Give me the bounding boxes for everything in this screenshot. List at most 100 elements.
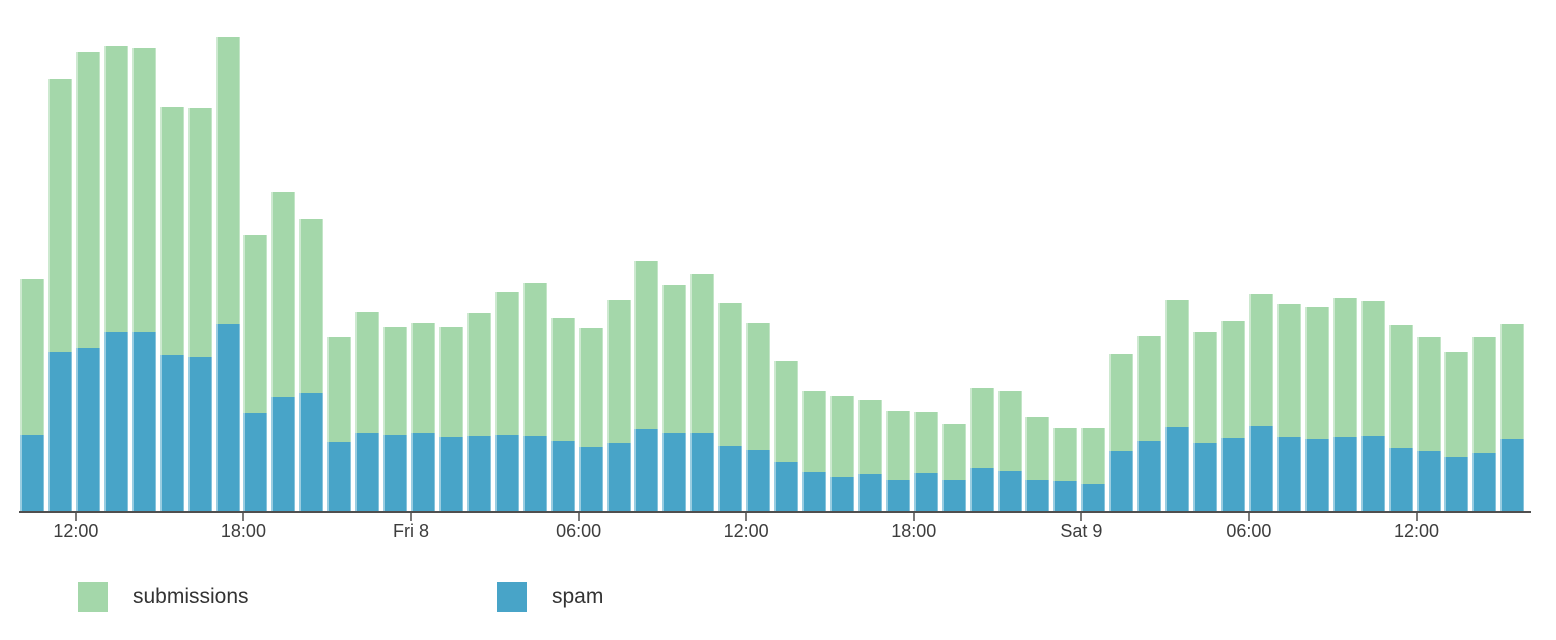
bar-hour-28[interactable] — [802, 391, 827, 511]
bar-segment-spam[interactable] — [1388, 448, 1413, 511]
bar-segment-submissions[interactable] — [690, 274, 715, 433]
bar-hour-36[interactable] — [1025, 417, 1050, 511]
bar-segment-submissions[interactable] — [1081, 428, 1106, 484]
bar-hour-19[interactable] — [550, 318, 575, 511]
bar-segment-spam[interactable] — [1416, 451, 1441, 511]
bar-segment-spam[interactable] — [327, 442, 352, 511]
bar-hour-44[interactable] — [1248, 294, 1273, 511]
bar-hour-17[interactable] — [494, 292, 519, 511]
bar-hour-27[interactable] — [774, 361, 799, 511]
bar-segment-spam[interactable] — [271, 397, 296, 511]
bar-hour-45[interactable] — [1276, 304, 1301, 511]
bar-segment-submissions[interactable] — [1109, 354, 1134, 451]
bar-segment-spam[interactable] — [383, 435, 408, 511]
bar-segment-spam[interactable] — [103, 332, 128, 511]
bar-segment-spam[interactable] — [438, 437, 463, 511]
bar-segment-spam[interactable] — [131, 332, 156, 511]
bar-hour-10[interactable] — [299, 219, 324, 511]
bar-segment-submissions[interactable] — [718, 303, 743, 446]
bar-hour-52[interactable] — [1472, 337, 1497, 511]
bar-hour-1[interactable] — [47, 79, 72, 511]
bar-segment-submissions[interactable] — [466, 313, 491, 436]
bar-hour-12[interactable] — [355, 312, 380, 511]
bar-segment-spam[interactable] — [522, 436, 547, 511]
bar-segment-submissions[interactable] — [1165, 300, 1190, 427]
bar-segment-submissions[interactable] — [383, 327, 408, 435]
bar-segment-submissions[interactable] — [271, 192, 296, 397]
bar-segment-spam[interactable] — [634, 429, 659, 511]
bar-segment-submissions[interactable] — [159, 107, 184, 355]
bar-hour-14[interactable] — [411, 323, 436, 511]
bar-hour-50[interactable] — [1416, 337, 1441, 511]
bar-hour-3[interactable] — [103, 46, 128, 511]
bar-hour-37[interactable] — [1053, 428, 1078, 511]
bar-segment-spam[interactable] — [243, 413, 268, 511]
bar-hour-20[interactable] — [578, 328, 603, 511]
bar-segment-submissions[interactable] — [1360, 301, 1385, 436]
bar-hour-22[interactable] — [634, 261, 659, 511]
bar-segment-spam[interactable] — [1109, 451, 1134, 511]
bar-hour-32[interactable] — [913, 412, 938, 511]
bar-hour-24[interactable] — [690, 274, 715, 511]
bar-segment-spam[interactable] — [774, 462, 799, 511]
bar-hour-47[interactable] — [1332, 298, 1357, 511]
bar-segment-spam[interactable] — [1053, 481, 1078, 511]
bar-hour-18[interactable] — [522, 283, 547, 511]
bar-segment-spam[interactable] — [746, 450, 771, 511]
bar-hour-43[interactable] — [1220, 321, 1245, 511]
bar-hour-13[interactable] — [383, 327, 408, 511]
bar-segment-submissions[interactable] — [550, 318, 575, 441]
bar-segment-submissions[interactable] — [438, 327, 463, 437]
legend-item-submissions[interactable]: submissions — [78, 582, 249, 612]
bar-segment-spam[interactable] — [1193, 443, 1218, 511]
bar-segment-spam[interactable] — [355, 433, 380, 511]
bar-segment-submissions[interactable] — [1137, 336, 1162, 441]
bar-segment-spam[interactable] — [913, 473, 938, 511]
bar-hour-53[interactable] — [1500, 324, 1525, 511]
bar-segment-submissions[interactable] — [494, 292, 519, 435]
bar-segment-spam[interactable] — [829, 477, 854, 511]
bar-segment-spam[interactable] — [997, 471, 1022, 511]
bar-segment-submissions[interactable] — [606, 300, 631, 443]
bar-hour-23[interactable] — [662, 285, 687, 511]
bar-hour-31[interactable] — [885, 411, 910, 511]
legend-item-spam[interactable]: spam — [497, 582, 603, 612]
bar-segment-submissions[interactable] — [1332, 298, 1357, 437]
bar-hour-11[interactable] — [327, 337, 352, 511]
bar-hour-15[interactable] — [438, 327, 463, 511]
bar-segment-submissions[interactable] — [578, 328, 603, 447]
bar-segment-spam[interactable] — [1081, 484, 1106, 511]
bar-hour-35[interactable] — [997, 391, 1022, 511]
bar-segment-submissions[interactable] — [1472, 337, 1497, 453]
bar-segment-submissions[interactable] — [327, 337, 352, 442]
bar-hour-29[interactable] — [829, 396, 854, 511]
bar-segment-submissions[interactable] — [969, 388, 994, 468]
bar-segment-spam[interactable] — [1248, 426, 1273, 511]
bar-segment-spam[interactable] — [857, 474, 882, 511]
bar-segment-submissions[interactable] — [1500, 324, 1525, 439]
bar-segment-spam[interactable] — [690, 433, 715, 511]
bar-hour-33[interactable] — [941, 424, 966, 511]
bar-segment-submissions[interactable] — [20, 279, 44, 435]
bar-segment-spam[interactable] — [885, 480, 910, 511]
bar-segment-spam[interactable] — [802, 472, 827, 511]
bar-segment-submissions[interactable] — [522, 283, 547, 436]
bar-segment-spam[interactable] — [1360, 436, 1385, 511]
bar-hour-42[interactable] — [1193, 332, 1218, 511]
bar-segment-submissions[interactable] — [857, 400, 882, 474]
bar-segment-spam[interactable] — [550, 441, 575, 511]
bar-hour-30[interactable] — [857, 400, 882, 511]
bar-segment-spam[interactable] — [411, 433, 436, 511]
bar-hour-34[interactable] — [969, 388, 994, 511]
bar-segment-submissions[interactable] — [187, 108, 212, 357]
bar-segment-submissions[interactable] — [103, 46, 128, 332]
bar-segment-spam[interactable] — [494, 435, 519, 511]
bar-segment-spam[interactable] — [1276, 437, 1301, 511]
bar-segment-spam[interactable] — [1137, 441, 1162, 511]
bar-segment-submissions[interactable] — [1220, 321, 1245, 438]
bar-hour-0[interactable] — [20, 279, 44, 511]
bar-hour-26[interactable] — [746, 323, 771, 511]
bar-segment-submissions[interactable] — [746, 323, 771, 450]
bar-hour-9[interactable] — [271, 192, 296, 511]
bar-hour-41[interactable] — [1165, 300, 1190, 511]
